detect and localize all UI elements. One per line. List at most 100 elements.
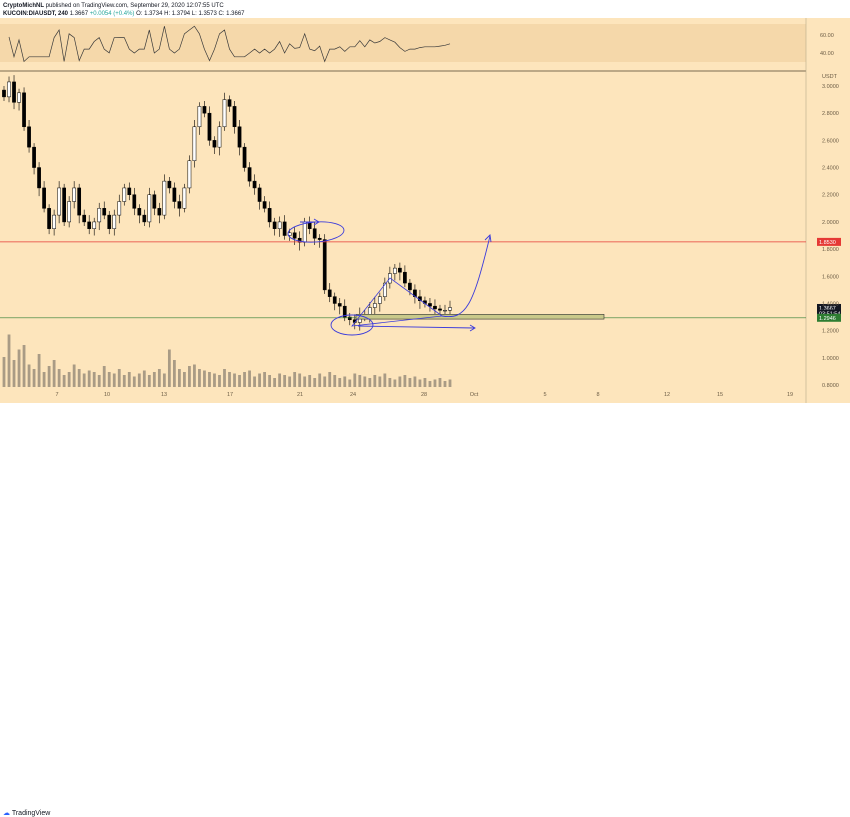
volume-bar	[7, 334, 11, 387]
symbol-label: KUCOIN:DIAUSDT, 240	[3, 11, 69, 17]
candle-body	[217, 126, 222, 148]
volume-bar	[433, 379, 437, 387]
candle-body	[172, 187, 177, 202]
candles	[2, 75, 452, 331]
volume-bar	[278, 373, 282, 387]
price-badge	[817, 309, 841, 318]
candle-body	[177, 201, 182, 209]
volume-bar	[313, 378, 317, 387]
candle-body	[347, 316, 352, 321]
volume-bar	[293, 372, 297, 387]
volume-bar	[112, 373, 116, 387]
volume-bar	[413, 376, 417, 387]
candle-body	[227, 99, 232, 107]
candle-body	[27, 126, 31, 148]
volume-bar	[198, 369, 201, 387]
volume-bar	[42, 372, 46, 387]
hand-drawings	[287, 218, 492, 336]
candle-body	[142, 214, 147, 223]
candle-body	[393, 267, 397, 274]
drawing-ellipse-bottom	[330, 314, 374, 336]
candle-body	[52, 214, 56, 229]
volume-bar	[152, 372, 156, 387]
volume-bar	[308, 375, 312, 387]
volume-bar	[127, 372, 131, 387]
candle-body	[337, 303, 342, 307]
drawing-arrow-bottom	[357, 324, 476, 332]
tradingview-brand[interactable]: ☁ TradingView	[3, 809, 50, 817]
candle-body	[262, 201, 267, 209]
candle-body	[322, 239, 327, 291]
y-axis-unit: USDT	[822, 74, 838, 80]
indicator-pane	[8, 25, 451, 63]
volume-bar	[323, 376, 327, 387]
volume-bar	[228, 372, 231, 387]
candle-body	[257, 187, 262, 202]
y-tick-label: 1.2000	[822, 329, 839, 335]
volume-bar	[162, 373, 166, 387]
volume-bar	[177, 369, 181, 387]
candle-body	[292, 232, 297, 239]
volume-bar	[72, 364, 76, 387]
volume-bar	[142, 370, 146, 387]
header-line-1: CryptoMichNL published on TradingView.co…	[3, 2, 224, 10]
y-tick-label: 1.6000	[822, 274, 839, 280]
candle-body	[87, 221, 92, 229]
candle-body	[232, 106, 237, 128]
candle-body	[297, 237, 302, 243]
volume-bar	[27, 364, 31, 387]
candle-body	[12, 81, 16, 103]
candle-body	[167, 180, 172, 189]
support-zone-box	[355, 314, 605, 320]
drawing-projection-path	[441, 234, 492, 318]
candle-body	[7, 81, 11, 98]
x-tick-label: 15	[717, 392, 723, 398]
volume-bar	[358, 375, 362, 387]
volume-bar	[253, 376, 256, 387]
volume-bar	[12, 360, 16, 387]
volume-bar	[393, 379, 397, 387]
volume-bar	[62, 375, 66, 387]
candle-body	[42, 187, 46, 209]
indicator-tick-label: 60.00	[820, 33, 834, 39]
candle-body	[127, 187, 132, 195]
volume-bar	[333, 375, 337, 387]
volume-bar	[243, 372, 246, 387]
volume-bar	[117, 369, 121, 387]
candle-body	[277, 221, 282, 229]
volume-bar	[17, 349, 21, 387]
volume-bar	[67, 372, 71, 387]
volume-bar	[213, 373, 216, 387]
x-tick-label: 8	[596, 392, 599, 398]
price-change: +0.0054 (+0.4%)	[89, 11, 135, 17]
volume-bars	[2, 334, 452, 387]
candle-body	[433, 305, 437, 310]
candle-body	[82, 214, 87, 223]
chart-background	[0, 18, 850, 403]
volume-bar	[107, 372, 111, 387]
indicator-band	[0, 24, 806, 62]
volume-bar	[52, 360, 56, 387]
candle-body	[398, 267, 402, 273]
volume-bar	[343, 376, 347, 387]
volume-bar	[223, 369, 226, 387]
candle-body	[122, 187, 127, 202]
candle-body	[132, 194, 137, 209]
candle-body	[207, 112, 212, 141]
volume-bar	[398, 376, 402, 387]
author-name[interactable]: CryptoMichNL	[3, 3, 44, 9]
candle-body	[443, 310, 447, 312]
volume-bar	[383, 373, 387, 387]
price-badge-label: 1.8530	[819, 240, 836, 246]
volume-bar	[408, 378, 412, 387]
candle-body	[302, 221, 307, 243]
candle-body	[438, 308, 442, 311]
volume-bar	[263, 372, 266, 387]
volume-bar	[32, 369, 36, 387]
volume-bar	[258, 373, 261, 387]
volume-bar	[248, 370, 251, 387]
price-badge	[817, 303, 841, 312]
y-tick-label: 2.0000	[822, 220, 839, 226]
candle-body	[2, 89, 6, 98]
